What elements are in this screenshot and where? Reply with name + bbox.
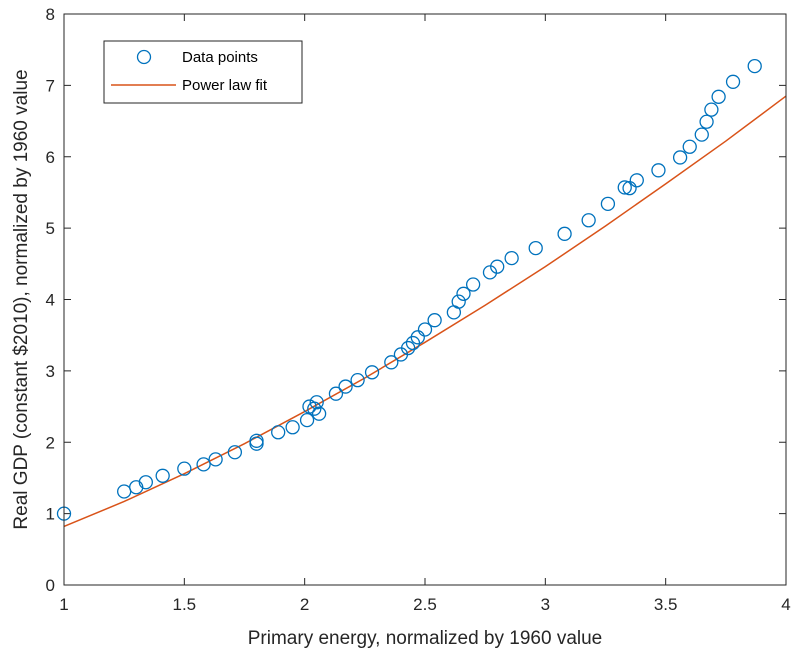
data-point bbox=[427, 313, 442, 328]
data-point bbox=[285, 420, 300, 435]
legend-marker-data-points bbox=[136, 49, 152, 65]
data-point bbox=[581, 213, 596, 228]
data-point bbox=[725, 74, 741, 89]
y-tick-label: 2 bbox=[46, 433, 55, 452]
data-point bbox=[249, 433, 264, 448]
x-tick-label: 2.5 bbox=[413, 595, 437, 614]
data-point bbox=[400, 340, 416, 356]
x-axis-label: Primary energy, normalized by 1960 value bbox=[248, 628, 603, 649]
data-point bbox=[177, 461, 192, 476]
y-tick-label: 3 bbox=[46, 362, 55, 381]
data-point bbox=[350, 372, 365, 388]
data-point bbox=[504, 250, 519, 266]
data-point bbox=[328, 386, 344, 401]
data-point bbox=[364, 365, 380, 380]
data-point bbox=[672, 150, 688, 165]
y-tick-label: 6 bbox=[46, 148, 55, 167]
data-point bbox=[465, 277, 481, 292]
y-axis-label: Real GDP (constant $2010), normalized by… bbox=[11, 69, 32, 529]
data-point bbox=[704, 102, 719, 117]
data-point bbox=[451, 294, 466, 309]
data-point bbox=[196, 457, 211, 472]
x-tick-label: 1 bbox=[59, 595, 68, 614]
data-point bbox=[528, 240, 543, 256]
data-point bbox=[490, 259, 505, 274]
data-point bbox=[747, 58, 762, 74]
legend-label-data-points: Data points bbox=[182, 49, 258, 66]
y-tick-label: 1 bbox=[46, 505, 55, 524]
data-point bbox=[417, 322, 433, 337]
power-law-fit-line bbox=[63, 95, 787, 528]
data-point bbox=[456, 286, 471, 301]
data-point bbox=[629, 173, 644, 188]
data-point bbox=[682, 139, 697, 154]
data-point bbox=[651, 163, 666, 178]
data-point bbox=[138, 475, 153, 490]
y-tick-label: 7 bbox=[46, 76, 55, 95]
data-point bbox=[307, 401, 322, 416]
y-tick-label: 5 bbox=[46, 219, 55, 238]
data-point bbox=[617, 180, 632, 195]
data-point bbox=[384, 355, 399, 370]
y-tick-label: 4 bbox=[46, 291, 55, 310]
y-tick-label: 0 bbox=[46, 576, 55, 595]
data-point bbox=[271, 425, 286, 440]
x-tick-label: 2 bbox=[300, 595, 309, 614]
x-tick-label: 1.5 bbox=[173, 595, 197, 614]
data-point bbox=[227, 445, 243, 460]
data-point bbox=[309, 395, 324, 410]
series-group bbox=[56, 58, 787, 528]
data-point bbox=[694, 127, 709, 142]
data-point bbox=[622, 181, 637, 196]
legend-box bbox=[103, 40, 303, 104]
data-point bbox=[299, 412, 315, 428]
data-point bbox=[482, 265, 498, 280]
x-tick-label: 4 bbox=[781, 595, 790, 614]
plot-frame bbox=[63, 13, 787, 586]
data-point bbox=[600, 196, 616, 212]
x-tick-label: 3 bbox=[541, 595, 550, 614]
data-point bbox=[699, 114, 714, 129]
x-tick-label: 3.5 bbox=[654, 595, 678, 614]
data-point bbox=[711, 89, 726, 104]
legend-label-power-law-fit: Power law fit bbox=[182, 77, 268, 94]
data-point bbox=[410, 330, 425, 345]
data-point bbox=[311, 406, 327, 421]
data-point bbox=[557, 226, 572, 241]
data-point bbox=[208, 452, 223, 467]
y-tick-label: 8 bbox=[46, 5, 55, 24]
legend: Data points Power law fit bbox=[103, 40, 303, 104]
data-point bbox=[155, 468, 170, 483]
data-point bbox=[338, 379, 353, 394]
